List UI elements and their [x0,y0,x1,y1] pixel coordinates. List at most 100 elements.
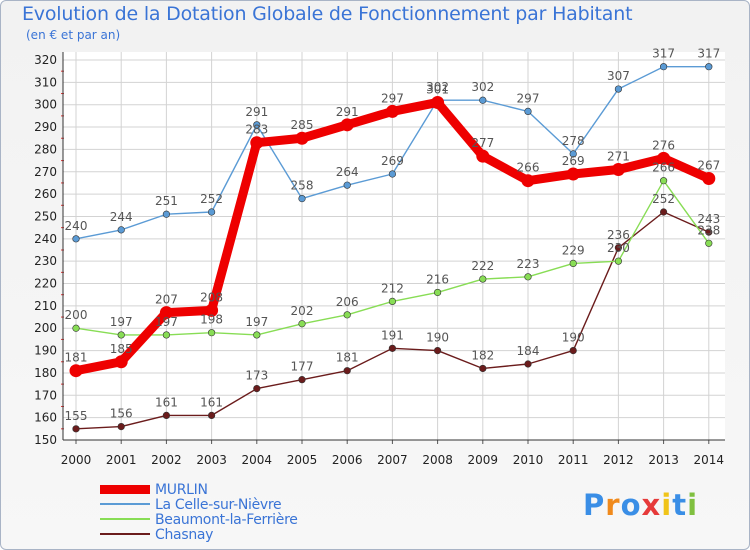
data-label: 197 [155,315,178,329]
data-point [253,121,261,129]
y-tick-label: 220 [34,277,57,291]
data-point [340,118,354,132]
data-label: 161 [200,395,223,409]
y-tick-label: 150 [34,433,57,447]
legend-label: Chasnay [155,527,214,543]
y-tick-label: 250 [34,209,57,223]
y-tick-label: 240 [34,232,57,246]
data-label: 202 [291,304,314,318]
data-label: 243 [697,212,720,226]
data-point [569,346,577,355]
data-label: 269 [562,154,585,168]
data-point [479,96,487,104]
data-point [524,273,532,281]
data-point [385,104,399,118]
data-point [524,360,532,368]
data-label: 198 [200,313,223,327]
data-label: 197 [110,315,133,329]
data-point [250,136,264,150]
data-label: 191 [381,328,404,342]
data-label: 285 [291,118,314,132]
data-point [298,376,306,384]
data-label: 238 [697,223,720,237]
x-tick-label: 2007 [377,453,408,467]
data-label: 216 [426,272,449,286]
chart-subtitle: (en € et par an) [26,28,121,42]
x-tick-label: 2011 [558,453,589,467]
data-label: 184 [517,344,540,358]
x-tick-label: 2014 [694,453,725,467]
data-label: 258 [291,179,314,193]
data-point [72,425,80,433]
data-label: 317 [697,47,720,61]
data-label: 251 [155,194,178,208]
data-label: 267 [697,158,720,172]
data-point [343,181,351,189]
data-point [208,411,216,420]
y-tick-label: 230 [34,254,57,268]
data-point [295,131,309,145]
data-label: 230 [607,241,630,255]
data-point [702,171,716,185]
y-tick-label: 170 [34,388,57,402]
data-label: 229 [562,243,585,257]
data-label: 278 [562,134,585,148]
data-label: 276 [652,138,675,152]
data-label: 317 [652,47,675,61]
y-tick-label: 160 [34,411,57,425]
data-label: 181 [65,351,88,365]
data-label: 177 [291,360,314,374]
proxiti-logo: Proxiti [583,488,699,522]
data-point [208,329,216,337]
data-point [659,208,668,216]
y-tick-label: 280 [34,142,57,156]
legend-swatch [100,503,150,505]
chart-title: Evolution de la Dotation Globale de Fonc… [22,3,633,25]
data-label: 264 [336,165,359,179]
data-label: 222 [471,259,494,273]
data-point [162,210,170,218]
data-label: 266 [517,161,540,175]
data-label: 161 [155,395,178,409]
y-tick-label: 260 [34,187,57,201]
data-point [659,177,668,185]
x-tick-label: 2013 [648,453,679,467]
data-label: 244 [110,210,133,224]
data-label: 197 [245,315,268,329]
data-point [657,151,671,165]
x-tick-label: 2001 [106,453,137,467]
data-point [524,107,532,116]
data-point [72,324,80,332]
x-tick-label: 2002 [151,453,182,467]
y-tick-label: 210 [34,299,57,313]
legend-swatch [100,518,150,520]
data-label: 269 [381,154,404,168]
y-tick-label: 320 [34,53,57,67]
data-point [566,167,580,181]
data-point [388,170,397,178]
data-point [388,344,397,352]
data-label: 307 [607,69,630,83]
data-point [117,331,125,339]
data-point [208,208,216,216]
data-point [298,320,306,328]
data-point [521,174,535,188]
data-label: 291 [336,105,359,119]
x-tick-label: 2012 [603,453,634,467]
data-point [114,355,128,369]
data-point [388,297,397,306]
data-label: 302 [426,80,449,94]
data-label: 182 [471,348,494,362]
data-point [476,149,490,163]
data-label: 236 [607,228,630,242]
data-point [659,63,668,71]
legend-label: Beaumont-la-Ferrière [155,512,298,528]
data-point [434,346,442,355]
data-label: 252 [652,192,675,206]
data-point [479,364,487,373]
y-tick-label: 290 [34,120,57,134]
data-point [72,235,80,243]
data-point [434,288,442,297]
data-label: 283 [245,123,268,137]
legend-swatch [100,485,150,494]
